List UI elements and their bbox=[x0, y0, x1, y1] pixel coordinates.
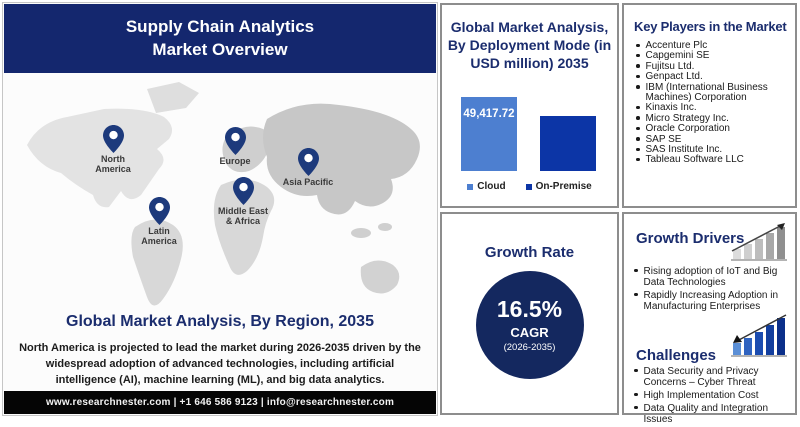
bar-value-label: 49,417.72 bbox=[463, 108, 515, 120]
cagr-period: (2026-2035) bbox=[503, 342, 556, 354]
player-name: Oracle Corporation bbox=[645, 123, 730, 135]
region-overview-panel: Supply Chain Analytics Market Overview bbox=[2, 2, 438, 416]
bullet-icon bbox=[634, 292, 638, 296]
player-name: IBM (International Business Machines) Co… bbox=[645, 81, 768, 104]
player-name: Genpact Ltd. bbox=[645, 71, 703, 83]
list-item: Rapidly Increasing Adoption in Manufactu… bbox=[634, 290, 791, 312]
bullet-icon bbox=[634, 268, 638, 272]
player-name: Fujitsu Ltd. bbox=[645, 60, 695, 72]
drivers-challenges-panel: Growth Drivers Rising adoption of IoT an… bbox=[622, 212, 797, 425]
list-item: Genpact Ltd. bbox=[636, 71, 791, 83]
bullet-icon bbox=[636, 105, 640, 110]
map-pin-europe: Europe bbox=[200, 127, 270, 166]
list-item: SAP SE bbox=[636, 133, 791, 145]
list-item: Data Security and Privacy Concerns – Cyb… bbox=[634, 366, 793, 388]
cagr-metric: CAGR bbox=[510, 325, 549, 341]
bullet-icon bbox=[636, 85, 640, 89]
challenge-text: Data Security and Privacy Concerns – Cyb… bbox=[643, 366, 759, 388]
location-pin-icon bbox=[148, 197, 170, 225]
list-item: Capgemini SE bbox=[636, 50, 791, 62]
pin-label: Europe bbox=[219, 156, 251, 166]
key-players-title: Key Players in the Market bbox=[634, 19, 787, 34]
growth-drivers-list: Rising adoption of IoT and Big Data Tech… bbox=[634, 266, 791, 314]
growth-rate-panel: Growth Rate 16.5% CAGR (2026-2035) bbox=[440, 212, 619, 415]
world-map: North America Europe Asia Pacific Middle… bbox=[3, 75, 437, 313]
player-name: Accenture Plc bbox=[645, 40, 708, 51]
challenge-text: High Implementation Cost bbox=[643, 390, 759, 401]
list-item: Oracle Corporation bbox=[636, 123, 791, 135]
list-item: Tableau Software LLC bbox=[636, 155, 791, 165]
bar-cloud: 49,417.72 bbox=[461, 97, 517, 171]
bullet-icon bbox=[636, 126, 640, 131]
chart-title: Global Market Analysis, By Deployment Mo… bbox=[447, 19, 612, 72]
player-name: Micro Strategy Inc. bbox=[645, 112, 729, 124]
list-item: Rising adoption of IoT and Big Data Tech… bbox=[634, 266, 791, 288]
player-name: Tableau Software LLC bbox=[645, 154, 744, 166]
driver-text: Rapidly Increasing Adoption in Manufactu… bbox=[643, 290, 779, 312]
list-item: SAS Institute Inc. bbox=[636, 144, 791, 156]
list-item: Accenture Plc bbox=[636, 40, 791, 51]
region-analysis-paragraph: North America is projected to lead the m… bbox=[19, 342, 421, 386]
player-name: Capgemini SE bbox=[645, 50, 710, 62]
legend-item-cloud: Cloud bbox=[467, 181, 506, 192]
legend-label: Cloud bbox=[477, 181, 506, 192]
key-players-panel: Key Players in the Market Accenture Plc … bbox=[622, 3, 797, 208]
bullet-icon bbox=[634, 392, 638, 396]
challenges-title: Challenges bbox=[636, 347, 717, 364]
pin-label: North America bbox=[95, 154, 131, 175]
pin-label: Asia Pacific bbox=[282, 177, 334, 187]
map-pin-asia-pacific: Asia Pacific bbox=[273, 148, 343, 187]
declining-arrow-bar-chart-icon bbox=[731, 314, 787, 357]
growth-drivers-title: Growth Drivers bbox=[636, 230, 745, 247]
bullet-icon bbox=[636, 74, 640, 79]
region-analysis-heading: Global Market Analysis, By Region, 2035 bbox=[66, 313, 374, 330]
list-item: Fujitsu Ltd. bbox=[636, 60, 791, 72]
legend-swatch-cloud bbox=[467, 183, 474, 190]
page-title: Supply Chain Analytics Market Overview bbox=[4, 4, 436, 73]
rising-bar-chart-icon bbox=[731, 223, 787, 261]
bullet-icon bbox=[636, 64, 640, 68]
bullet-icon bbox=[636, 147, 640, 152]
map-pin-latin-america: Latin America bbox=[124, 197, 194, 247]
bullet-icon bbox=[634, 405, 638, 409]
legend-item-on-premise: On-Premise bbox=[525, 181, 592, 192]
bullet-icon bbox=[636, 116, 640, 120]
player-name: SAP SE bbox=[645, 133, 682, 145]
bullet-icon bbox=[636, 43, 640, 47]
bullet-icon bbox=[636, 53, 640, 58]
location-pin-icon bbox=[224, 127, 246, 155]
bar-on-premise bbox=[540, 116, 596, 171]
challenge-text: Data Quality and Integration Issues bbox=[643, 403, 769, 425]
bullet-icon bbox=[634, 368, 638, 372]
list-item: High Implementation Cost bbox=[634, 390, 793, 401]
chart-legend: Cloud On-Premise bbox=[442, 181, 617, 192]
bullet-icon bbox=[636, 137, 640, 141]
location-pin-icon bbox=[102, 125, 124, 153]
legend-label: On-Premise bbox=[535, 181, 592, 192]
list-item: IBM (International Business Machines) Co… bbox=[636, 81, 791, 104]
list-item: Micro Strategy Inc. bbox=[636, 112, 791, 124]
cagr-value: 16.5% bbox=[496, 295, 563, 322]
list-item: Data Quality and Integration Issues bbox=[634, 403, 793, 425]
growth-rate-title: Growth Rate bbox=[484, 244, 575, 261]
list-item: Kinaxis Inc. bbox=[636, 103, 791, 113]
key-players-list: Accenture Plc Capgemini SE Fujitsu Ltd. … bbox=[636, 40, 791, 166]
bullet-icon bbox=[636, 157, 640, 162]
map-pin-north-america: North America bbox=[78, 125, 148, 175]
page-title-text: Supply Chain Analytics Market Overview bbox=[125, 16, 315, 59]
deployment-mode-chart-panel: Global Market Analysis, By Deployment Mo… bbox=[440, 3, 619, 208]
player-name: SAS Institute Inc. bbox=[645, 144, 723, 156]
pin-label: Latin America bbox=[141, 226, 177, 247]
legend-swatch-on-premise bbox=[525, 183, 532, 190]
contact-footer: www.researchnester.com | +1 646 586 9123… bbox=[4, 391, 436, 414]
driver-text: Rising adoption of IoT and Big Data Tech… bbox=[643, 266, 778, 288]
pin-label: Middle East & Africa bbox=[217, 206, 268, 227]
map-pin-middle-east-africa: Middle East & Africa bbox=[208, 177, 278, 227]
location-pin-icon bbox=[297, 148, 319, 176]
bar-chart: 49,417.72 bbox=[442, 93, 617, 171]
location-pin-icon bbox=[232, 177, 254, 205]
player-name: Kinaxis Inc. bbox=[645, 102, 697, 114]
cagr-badge: 16.5% CAGR (2026-2035) bbox=[475, 271, 584, 379]
